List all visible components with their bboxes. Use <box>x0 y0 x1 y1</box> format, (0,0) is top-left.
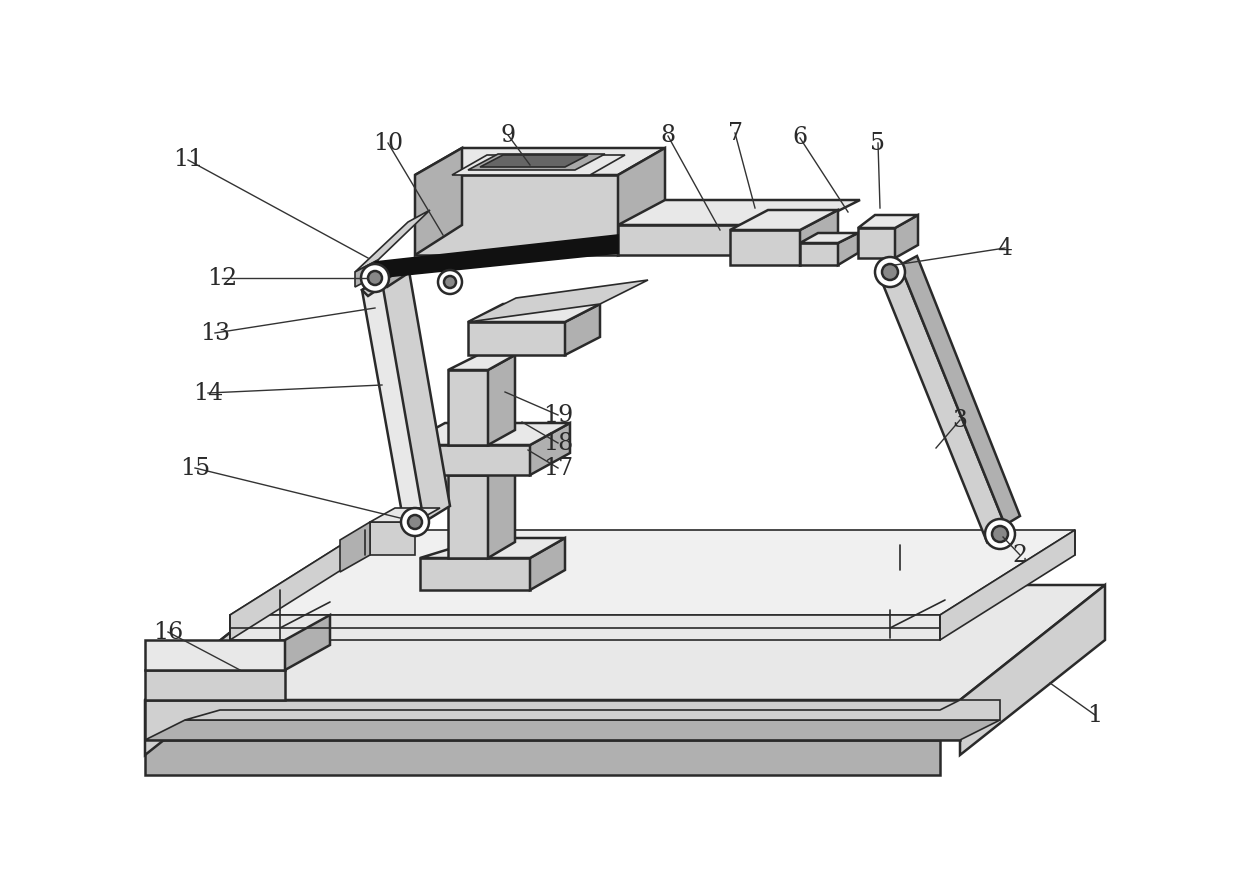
Circle shape <box>875 257 905 287</box>
Polygon shape <box>467 280 649 322</box>
Polygon shape <box>145 585 1105 700</box>
Polygon shape <box>467 322 565 355</box>
Text: 5: 5 <box>870 131 885 155</box>
Polygon shape <box>229 615 940 640</box>
Text: 19: 19 <box>543 403 573 426</box>
Polygon shape <box>618 200 861 225</box>
Text: 12: 12 <box>207 266 237 289</box>
Polygon shape <box>800 243 838 265</box>
Polygon shape <box>489 460 515 558</box>
Polygon shape <box>565 304 600 355</box>
Circle shape <box>401 508 429 536</box>
Polygon shape <box>374 235 618 278</box>
Text: 2: 2 <box>1012 543 1028 567</box>
Polygon shape <box>467 304 600 322</box>
Circle shape <box>444 276 456 288</box>
Text: 6: 6 <box>792 126 807 149</box>
Polygon shape <box>145 640 285 670</box>
Polygon shape <box>448 355 515 370</box>
Polygon shape <box>405 445 529 475</box>
Polygon shape <box>415 175 618 255</box>
Circle shape <box>992 526 1008 542</box>
Text: 9: 9 <box>501 123 516 147</box>
Polygon shape <box>529 423 570 475</box>
Polygon shape <box>145 670 285 700</box>
Polygon shape <box>340 522 370 572</box>
Text: 16: 16 <box>153 621 184 644</box>
Text: 3: 3 <box>952 408 967 432</box>
Polygon shape <box>800 210 838 265</box>
Polygon shape <box>882 265 1004 542</box>
Polygon shape <box>355 210 430 272</box>
Polygon shape <box>382 265 450 522</box>
Circle shape <box>985 519 1016 549</box>
Text: 14: 14 <box>193 382 223 405</box>
Polygon shape <box>618 225 810 255</box>
Polygon shape <box>420 538 565 558</box>
Circle shape <box>882 264 898 280</box>
Text: 15: 15 <box>180 456 210 480</box>
Circle shape <box>361 264 389 292</box>
Polygon shape <box>453 155 625 175</box>
Text: 10: 10 <box>373 131 403 155</box>
Polygon shape <box>370 522 415 555</box>
Polygon shape <box>858 215 918 228</box>
Polygon shape <box>730 230 800 265</box>
Circle shape <box>368 271 382 285</box>
Text: 11: 11 <box>172 148 203 171</box>
Polygon shape <box>800 233 858 243</box>
Polygon shape <box>448 370 489 445</box>
Polygon shape <box>185 700 999 720</box>
Polygon shape <box>900 256 1021 525</box>
Polygon shape <box>145 700 960 740</box>
Polygon shape <box>382 265 413 287</box>
Polygon shape <box>355 260 378 287</box>
Circle shape <box>438 270 463 294</box>
Text: 13: 13 <box>200 321 231 345</box>
Polygon shape <box>145 720 999 740</box>
Polygon shape <box>448 475 489 558</box>
Polygon shape <box>895 215 918 258</box>
Text: 7: 7 <box>728 122 743 145</box>
Polygon shape <box>940 530 1075 640</box>
Polygon shape <box>730 210 838 230</box>
Circle shape <box>408 515 422 529</box>
Text: 8: 8 <box>661 124 676 147</box>
Text: 18: 18 <box>543 432 573 455</box>
Polygon shape <box>415 148 463 255</box>
Polygon shape <box>480 155 588 167</box>
Polygon shape <box>420 558 529 590</box>
Polygon shape <box>405 423 570 445</box>
Text: 4: 4 <box>997 236 1013 259</box>
Polygon shape <box>838 233 858 265</box>
Polygon shape <box>370 508 440 522</box>
Polygon shape <box>448 460 515 475</box>
Polygon shape <box>145 585 290 755</box>
Polygon shape <box>285 615 330 670</box>
Polygon shape <box>229 530 1075 615</box>
Polygon shape <box>489 355 515 445</box>
Polygon shape <box>362 272 433 530</box>
Polygon shape <box>362 272 396 296</box>
Polygon shape <box>145 740 940 775</box>
Polygon shape <box>618 148 665 255</box>
Polygon shape <box>229 530 365 640</box>
Polygon shape <box>529 538 565 590</box>
Polygon shape <box>858 228 895 258</box>
Text: 17: 17 <box>543 456 573 480</box>
Polygon shape <box>467 154 605 170</box>
Polygon shape <box>960 585 1105 755</box>
Text: 1: 1 <box>1087 703 1102 726</box>
Polygon shape <box>415 148 665 175</box>
